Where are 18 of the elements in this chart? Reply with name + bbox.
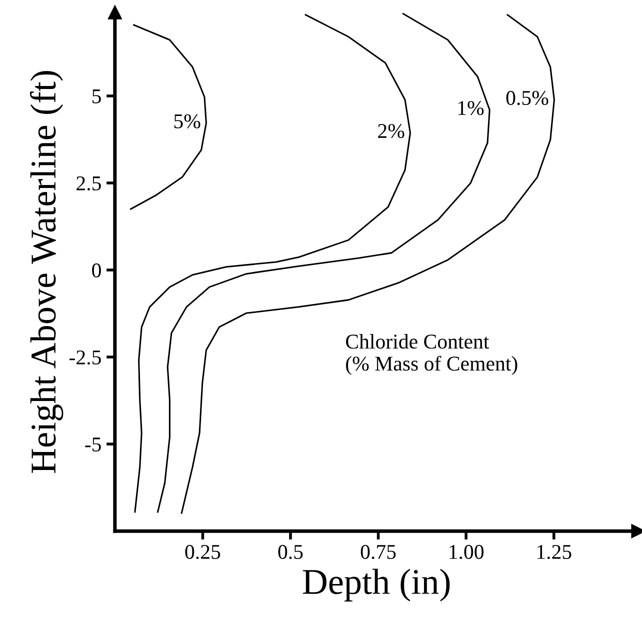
- y-tick-label: 5: [92, 90, 101, 104]
- x-tick-label: 0.25: [185, 544, 220, 560]
- y-tick-label: 0: [92, 263, 101, 278]
- y-axis-title: Height Above Waterline (ft): [30, 71, 64, 473]
- annotation: Chloride Content (% Mass of Cement): [346, 334, 518, 375]
- x-tick-label: 0.5: [278, 544, 303, 560]
- y-tick-label: 2.5: [76, 176, 101, 190]
- series-label: 5%: [174, 114, 200, 128]
- line-series: [130, 24, 207, 210]
- series-label: 2%: [378, 124, 404, 138]
- series-label: 0.5%: [506, 90, 548, 106]
- y-tick-label: -5: [85, 438, 101, 452]
- x-tick-label: 1.25: [537, 544, 572, 560]
- x-axis-title: Depth (in): [302, 568, 450, 602]
- x-tick-label: 1.00: [450, 544, 484, 560]
- series-label: 1%: [458, 101, 484, 116]
- x-tick-label: 0.75: [360, 544, 396, 560]
- y-tick-label: -2.5: [70, 350, 101, 365]
